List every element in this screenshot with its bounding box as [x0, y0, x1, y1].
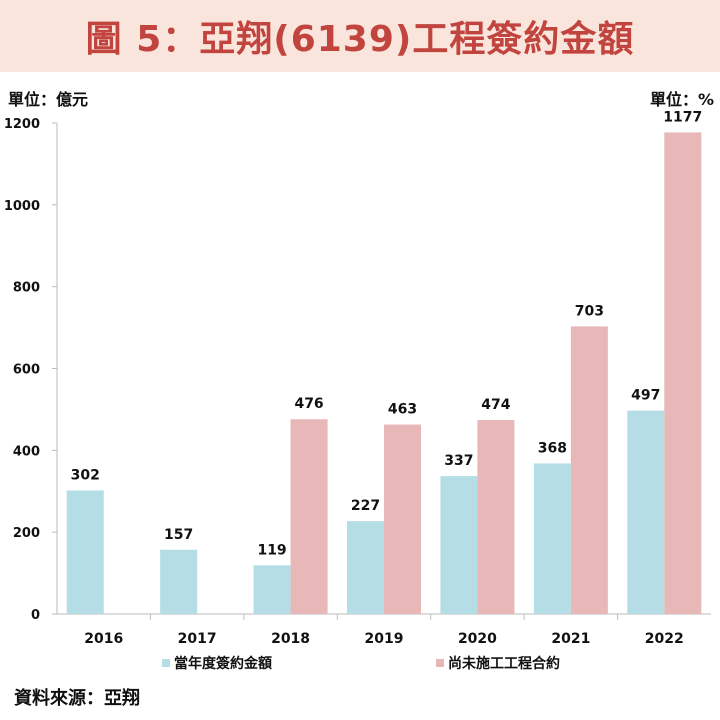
right-axis-unit: 單位：%: [649, 90, 714, 109]
bar-backlog-2020: [477, 420, 515, 614]
legend-swatch-2: [436, 659, 444, 667]
data-label: 368: [538, 440, 567, 456]
bar-annual-contract-2017: [160, 549, 198, 614]
title-banner: 圖 5：亞翔(6139)工程簽約金額: [0, 0, 720, 72]
bar-annual-contract-2022: [627, 410, 665, 614]
data-label: 1177: [663, 109, 702, 125]
left-axis-unit: 單位：億元: [8, 90, 89, 109]
bar-annual-contract-2018: [253, 565, 291, 614]
bar-backlog-2022: [664, 132, 702, 614]
x-tick-label: 2018: [271, 631, 310, 647]
x-tick-label: 2019: [365, 631, 404, 647]
y-tick-label: 1000: [4, 199, 40, 214]
x-tick-label: 2022: [645, 631, 684, 647]
y-tick-label: 200: [13, 526, 40, 541]
legend-label-1: 當年度簽約金額: [174, 655, 272, 672]
data-label: 497: [631, 388, 660, 404]
source-note: 資料來源：亞翔: [14, 688, 140, 709]
y-tick-label: 600: [13, 363, 40, 378]
bar-annual-contract-2019: [347, 521, 384, 614]
data-label: 703: [575, 303, 604, 319]
bar-annual-contract-2016: [66, 490, 104, 614]
x-tick-label: 2020: [458, 631, 497, 647]
x-tick-label: 2016: [84, 631, 123, 647]
y-tick-label: 0: [31, 608, 40, 623]
legend-swatch-1: [162, 659, 170, 667]
bar-annual-contract-2021: [533, 463, 571, 614]
data-label: 119: [257, 542, 286, 558]
chart-title: 圖 5：亞翔(6139)工程簽約金額: [85, 19, 635, 60]
data-label: 463: [388, 402, 417, 418]
bar-backlog-2019: [384, 424, 421, 614]
bar-backlog-2018: [290, 419, 328, 614]
y-tick-label: 800: [13, 281, 40, 296]
legend-label-2: 尚未施工工程合約: [448, 655, 560, 672]
data-label: 474: [481, 397, 510, 413]
y-tick-label: 1200: [4, 117, 40, 132]
x-tick-label: 2017: [178, 631, 217, 647]
bar-backlog-2021: [570, 326, 608, 614]
x-tick-label: 2021: [551, 631, 590, 647]
data-label: 227: [351, 498, 380, 514]
bar-annual-contract-2020: [440, 476, 478, 614]
data-label: 302: [71, 467, 100, 483]
data-label: 476: [294, 396, 323, 412]
data-label: 337: [444, 453, 473, 469]
y-tick-label: 400: [13, 444, 40, 459]
data-label: 157: [164, 527, 193, 543]
